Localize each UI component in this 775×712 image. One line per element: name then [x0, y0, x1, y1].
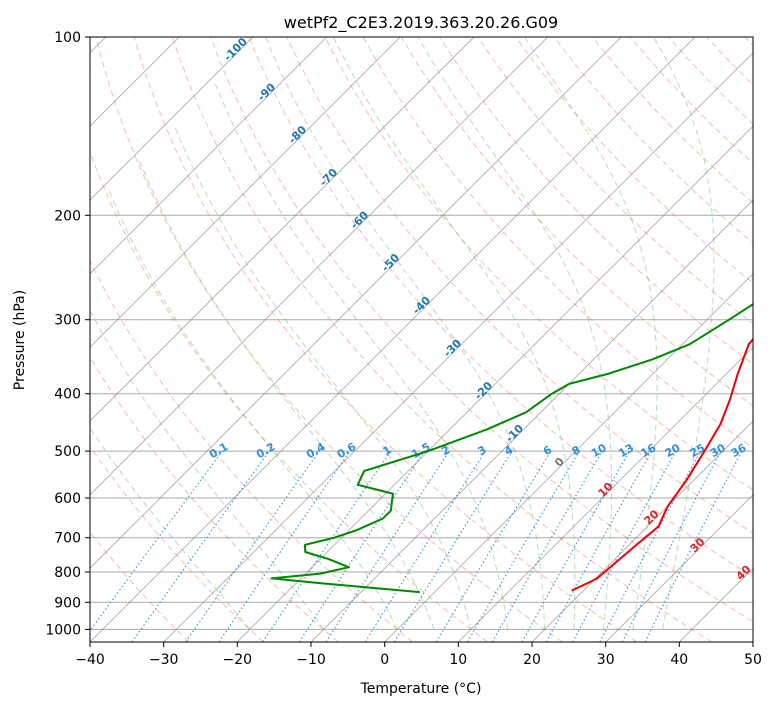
isotherm-label: 40: [734, 563, 754, 583]
mixing-ratio-line: [219, 451, 350, 642]
x-tick-label: −20: [223, 652, 253, 668]
mixing-ratio-label: 0.1: [207, 440, 230, 461]
isotherm-line: [532, 37, 775, 642]
dry-adiabat-line: [745, 37, 775, 642]
mixing-ratio-label: 36: [729, 441, 749, 460]
mixing-ratio-label: 13: [616, 441, 636, 460]
isotherm-label: -100: [221, 35, 250, 64]
isotherm-line: [0, 37, 474, 642]
y-tick-label: 900: [54, 595, 81, 611]
isotherm-line: [164, 37, 769, 642]
dry-adiabat-line: [134, 37, 637, 642]
moist-adiabat-line: [173, 124, 471, 630]
x-tick-label: −30: [149, 652, 179, 668]
isotherm-line: [385, 37, 775, 642]
mixing-ratio-label: 20: [663, 441, 683, 460]
dry-adiabat-line: [0, 37, 338, 642]
isotherm-line: [311, 37, 775, 642]
y-tick-label: 200: [54, 208, 81, 224]
dry-adiabat-line: [668, 37, 775, 642]
mixing-ratio-label: 0.6: [335, 440, 359, 461]
y-tick-label: 1000: [45, 622, 81, 638]
dry-adiabat-line: [0, 37, 189, 642]
dry-adiabat-line: [478, 37, 775, 642]
temperature-profile-line: [572, 37, 775, 591]
isotherm-label: -30: [441, 336, 464, 359]
x-tick-label: 20: [523, 652, 541, 668]
dry-adiabat-line: [0, 37, 264, 642]
isotherm-line: [90, 37, 695, 642]
isotherm-label: -70: [317, 166, 340, 189]
dry-adiabat-line: [554, 37, 775, 642]
x-tick-label: −10: [296, 652, 326, 668]
mixing-ratio-label: 4: [502, 443, 515, 458]
isotherm-label: -90: [255, 80, 278, 103]
moist-adiabat-line: [654, 37, 714, 629]
x-tick-label: 10: [449, 652, 467, 668]
moist-adiabat-line: [333, 37, 575, 629]
dry-adiabat-line: [592, 37, 775, 642]
isotherm-label: 10: [596, 480, 616, 500]
isotherm-label: -60: [348, 208, 371, 231]
mixing-ratio-line: [326, 451, 449, 642]
mixing-ratio-line: [436, 451, 551, 642]
y-tick-label: 500: [54, 444, 81, 460]
mixing-ratio-label: 6: [541, 443, 554, 458]
isotherm-label: -50: [379, 251, 402, 274]
x-axis-label: Temperature (°C): [360, 681, 482, 697]
y-tick-label: 100: [54, 30, 81, 46]
dry-adiabat-line: [58, 37, 488, 642]
y-tick-label: 800: [54, 565, 81, 581]
x-tick-label: 30: [597, 652, 615, 668]
dry-adiabat-line: [96, 37, 562, 642]
chart-title: wetPf2_C2E3.2019.363.20.26.G09: [284, 13, 558, 33]
mixing-ratio-line: [600, 451, 701, 642]
isotherm-line: [0, 37, 253, 642]
isotherm-label: -40: [410, 294, 433, 317]
y-tick-label: 700: [54, 531, 81, 547]
mixing-ratio-line: [263, 451, 391, 642]
dry-adiabat-line: [516, 37, 775, 642]
mixing-ratio-label: 0.4: [304, 440, 328, 461]
x-tick-label: 50: [744, 652, 762, 668]
mixing-ratio-line: [82, 451, 223, 642]
isotherm-label: -80: [286, 123, 309, 146]
isotherm-line: [458, 37, 775, 642]
isotherm-line: [16, 37, 621, 642]
mixing-ratio-line: [365, 451, 485, 642]
dry-adiabat-line: [707, 37, 775, 642]
mixing-ratio-label: 30: [708, 441, 728, 460]
x-tick-label: 0: [380, 652, 389, 668]
moist-adiabat-line: [418, 37, 612, 629]
mixing-ratio-line: [573, 451, 676, 642]
x-tick-label: −40: [75, 652, 105, 668]
isotherm-label: -10: [503, 422, 526, 445]
isotherm-line: [0, 37, 327, 642]
y-axis-label: Pressure (hPa): [12, 290, 28, 390]
mixing-ratio-label: 16: [638, 441, 658, 460]
x-tick-label: 40: [670, 652, 688, 668]
isotherm-label: -20: [472, 379, 495, 402]
y-tick-label: 600: [54, 491, 81, 507]
mixing-ratio-line: [522, 451, 629, 642]
moist-adiabat-line: [57, 240, 324, 630]
plot-frame: [90, 37, 753, 642]
isotherm-line: [0, 37, 400, 642]
isotherm-line: [0, 37, 548, 642]
y-tick-label: 400: [54, 387, 81, 403]
y-tick-label: 300: [54, 313, 81, 329]
dry-adiabat-line: [20, 37, 413, 642]
isotherm-line: [753, 37, 775, 642]
mixing-ratio-label: 10: [589, 441, 609, 460]
